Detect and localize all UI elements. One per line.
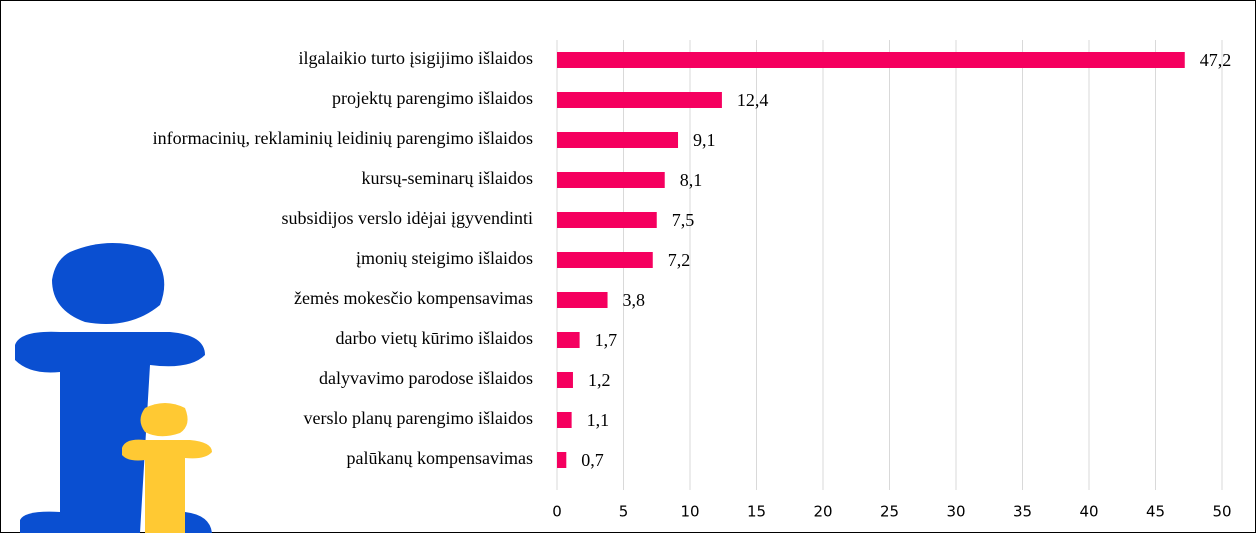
x-tick-label: 30 (946, 503, 965, 521)
x-tick-label: 15 (747, 503, 766, 521)
bar (557, 92, 722, 108)
bar (557, 292, 608, 308)
x-tick-label: 25 (880, 503, 899, 521)
category-label: subsidijos verslo idėjai įgyvendinti (282, 208, 533, 228)
category-label: kursų-seminarų išlaidos (362, 168, 533, 188)
category-label: informacinių, reklaminių leidinių pareng… (153, 128, 533, 148)
category-label: projektų parengimo išlaidos (332, 88, 533, 108)
bar (557, 52, 1185, 68)
value-label: 47,2 (1200, 50, 1232, 70)
x-tick-label: 10 (680, 503, 699, 521)
x-tick-label: 40 (1079, 503, 1098, 521)
value-label: 1,2 (588, 370, 611, 390)
value-label: 1,1 (587, 410, 610, 430)
bar (557, 172, 665, 188)
x-tick-label: 5 (619, 503, 629, 521)
bar (557, 452, 567, 468)
bar (557, 372, 573, 388)
value-label: 0,7 (581, 450, 604, 470)
category-label: darbo vietų kūrimo išlaidos (336, 328, 533, 348)
bar (557, 412, 572, 428)
category-label: verslo planų parengimo išlaidos (304, 408, 533, 428)
bar (557, 332, 580, 348)
bar (557, 132, 679, 148)
category-label: ilgalaikio turto įsigijimo išlaidos (299, 48, 534, 68)
x-tick-label: 0 (552, 503, 562, 521)
value-label: 9,1 (693, 130, 716, 150)
x-tick-label: 50 (1212, 503, 1231, 521)
category-label: žemės mokesčio kompensavimas (294, 288, 533, 308)
value-label: 7,5 (672, 210, 695, 230)
x-tick-label: 45 (1146, 503, 1165, 521)
value-label: 7,2 (668, 250, 691, 270)
value-label: 8,1 (680, 170, 703, 190)
value-label: 1,7 (595, 330, 618, 350)
bar (557, 252, 653, 268)
category-label: įmonių steigimo išlaidos (356, 248, 533, 268)
bar (557, 212, 657, 228)
category-label: palūkanų kompensavimas (347, 448, 533, 468)
value-label: 3,8 (623, 290, 646, 310)
x-tick-label: 20 (813, 503, 832, 521)
x-tick-label: 35 (1013, 503, 1032, 521)
category-label: dalyvavimo parodose išlaidos (319, 368, 533, 388)
logo (15, 242, 212, 533)
value-label: 12,4 (737, 90, 769, 110)
